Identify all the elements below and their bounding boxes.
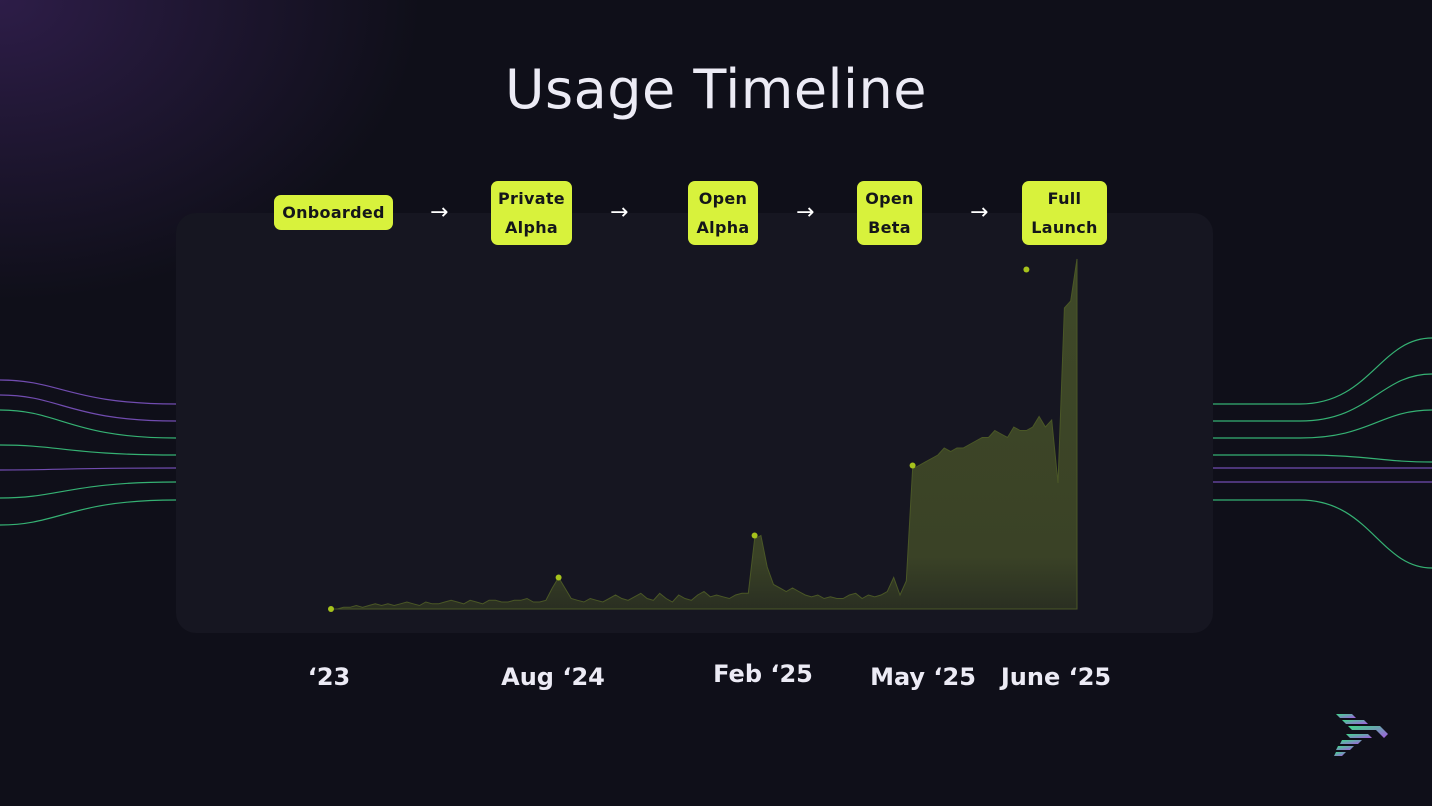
x-tick-label: Aug ‘24 [501, 663, 605, 691]
decorative-line [1213, 409, 1432, 439]
usage-area [331, 258, 1078, 610]
milestone-label: Private [498, 189, 565, 208]
decorative-line [0, 499, 177, 526]
x-tick-label: Feb ‘25 [713, 660, 813, 688]
decorative-line [1213, 454, 1432, 463]
milestone-marker [328, 606, 334, 612]
decorative-line [0, 379, 177, 405]
decorative-line [1213, 373, 1432, 422]
milestone-open-beta: Open Beta [857, 181, 922, 245]
decorative-line [0, 444, 177, 456]
decorative-line [0, 467, 177, 471]
decorative-line [0, 394, 177, 422]
milestone-label: Onboarded [282, 203, 385, 222]
x-tick-label: June ‘25 [1000, 663, 1112, 691]
milestone-marker [909, 462, 916, 469]
milestone-private-alpha: Private Alpha [491, 181, 572, 245]
milestone-open-alpha: Open Alpha [688, 181, 758, 245]
milestone-marker [555, 574, 562, 581]
milestone-label: Open [865, 189, 914, 208]
milestone-label: Alpha [504, 218, 558, 237]
arrow-icon: → [796, 200, 815, 225]
decorative-line [0, 409, 177, 439]
milestone-marker [751, 532, 758, 539]
milestone-label: Launch [1031, 218, 1098, 237]
x-tick-label: ‘23 [307, 663, 351, 691]
milestone-onboarded: Onboarded [274, 195, 393, 230]
striped-arrow-logo-icon [1334, 714, 1388, 756]
milestone-label: Full [1047, 189, 1082, 208]
milestone-label: Alpha [696, 218, 750, 237]
x-tick-label: May ‘25 [870, 663, 976, 691]
milestone-marker [1023, 266, 1030, 273]
milestone-label: Beta [868, 218, 911, 237]
decorative-line [0, 481, 177, 499]
milestone-label: Open [698, 189, 748, 208]
arrow-icon: → [430, 200, 449, 225]
decorative-line [1213, 337, 1432, 405]
page-title: Usage Timeline [504, 58, 928, 121]
milestone-full-launch: Full Launch [1022, 181, 1107, 245]
decorative-line [1213, 499, 1432, 569]
arrow-icon: → [610, 200, 629, 225]
arrow-icon: → [970, 200, 989, 225]
